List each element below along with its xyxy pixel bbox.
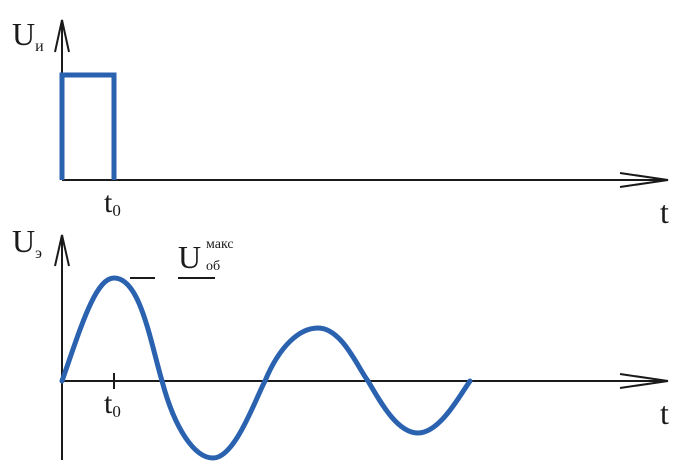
damped-oscillation-curve [59, 275, 473, 461]
bottom-plot: Uэ U макс об t0 t [12, 223, 669, 461]
top-x-axis-arrow [619, 172, 669, 188]
peak-label-sup: макс [206, 237, 234, 252]
top-y-label-sub: и [35, 38, 44, 55]
rectangular-pulse [59, 72, 117, 180]
peak-label: U [178, 239, 201, 275]
bottom-x-axis-arrow [619, 373, 669, 389]
bottom-y-label-sub: э [35, 245, 42, 262]
top-plot: Uи t0 t [12, 16, 669, 230]
bottom-y-axis-arrow [54, 234, 70, 267]
bottom-tick-t0: t0 [104, 387, 121, 421]
top-y-axis-arrow [54, 19, 70, 53]
top-x-label: t [660, 194, 669, 230]
bottom-y-label: Uэ [12, 223, 42, 262]
top-y-label: Uи [12, 16, 44, 55]
top-tick-t0: t0 [104, 186, 121, 220]
bottom-x-label: t [660, 395, 669, 431]
peak-label-sub: об [206, 259, 220, 274]
